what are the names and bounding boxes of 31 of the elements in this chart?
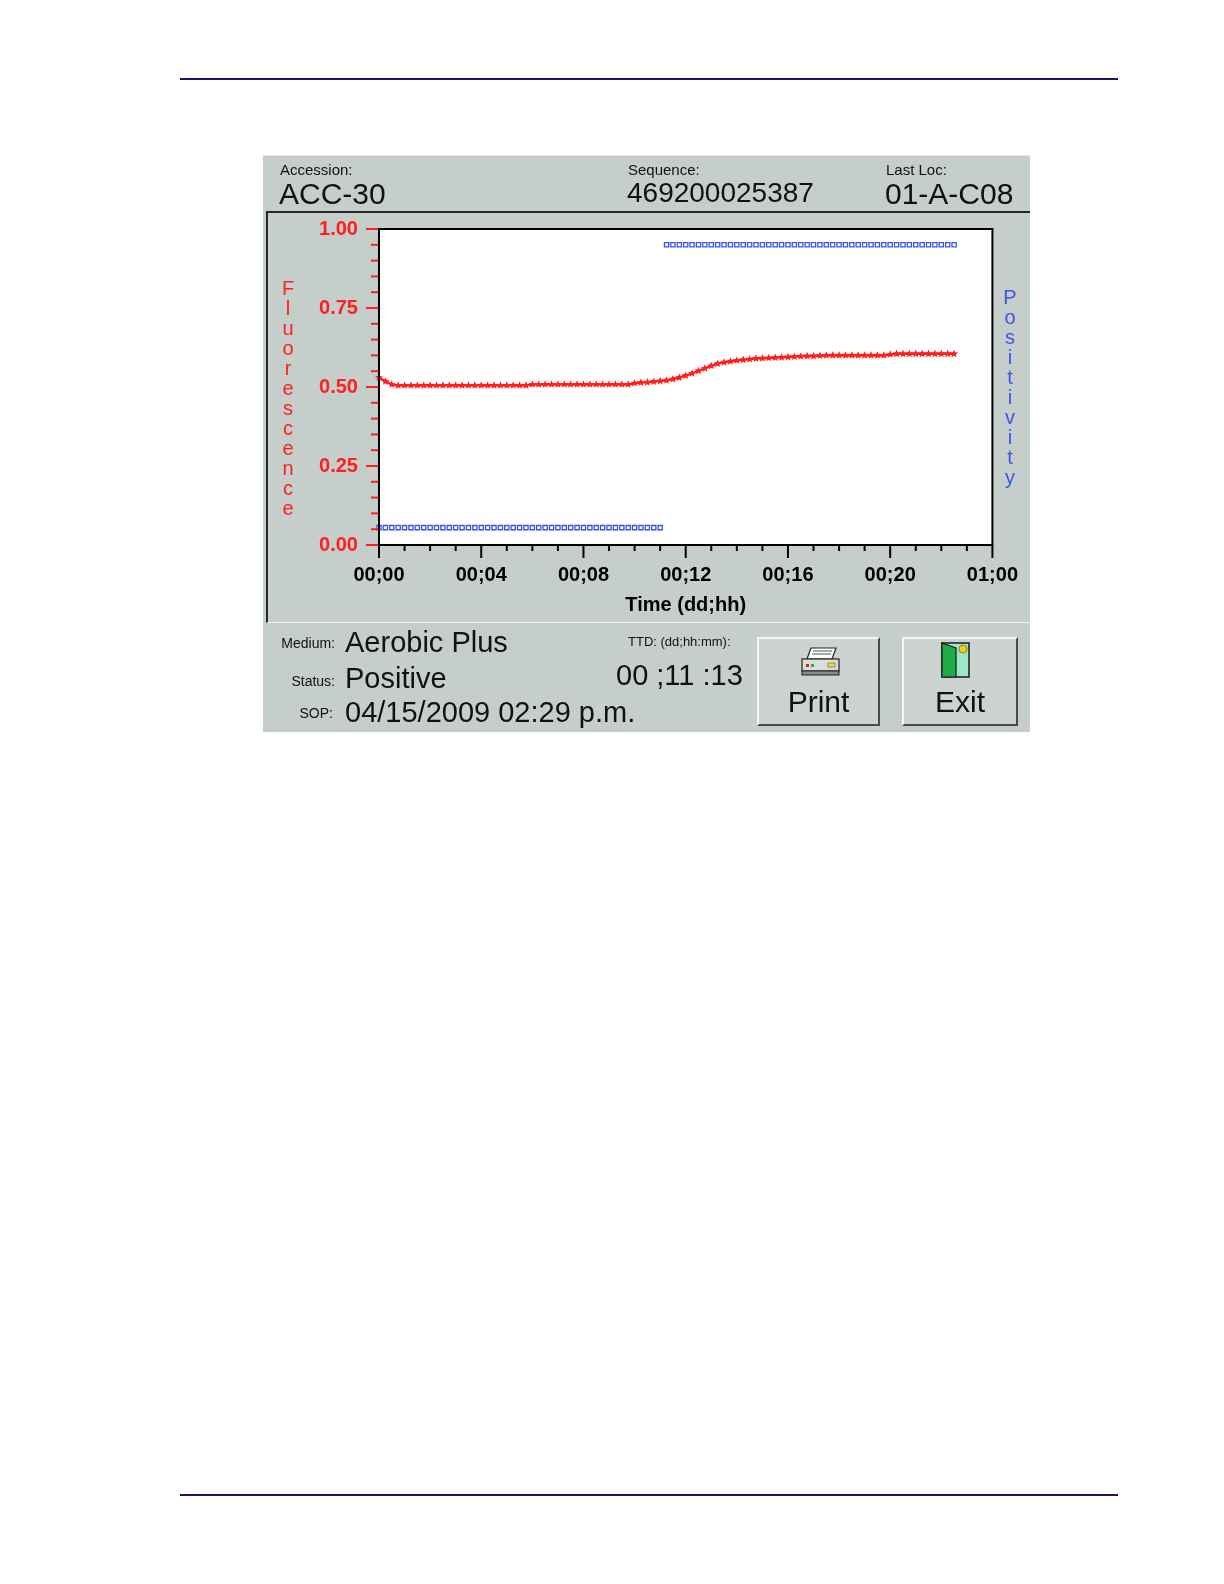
text: Aerobic Plus xyxy=(345,626,508,660)
y-axis-title: Fluorescence xyxy=(276,277,299,517)
text: Accession: xyxy=(280,161,353,179)
text: 00 ;11 :13 xyxy=(616,659,743,693)
text: 01-A-C08 xyxy=(885,177,1014,212)
text: ACC-30 xyxy=(279,177,386,212)
text: Sequence: xyxy=(628,161,700,179)
x-tick-label: 00;08 xyxy=(557,562,610,585)
x-tick-label: 00;04 xyxy=(455,562,508,585)
y-tick-label: 0.25 xyxy=(319,453,358,476)
text: Last Loc: xyxy=(886,161,947,179)
exit-button[interactable]: Exit xyxy=(902,637,1018,726)
print-button[interactable]: Print xyxy=(757,637,880,726)
x-tick-label: 00;16 xyxy=(762,562,814,585)
y-tick-label: 0.75 xyxy=(319,295,358,318)
y-tick-label: 1.00 xyxy=(319,216,358,239)
x-tick-label: 00;12 xyxy=(660,562,712,585)
text: Status: xyxy=(291,673,335,690)
text: Medium: xyxy=(281,635,335,652)
text: Positive xyxy=(345,662,447,696)
x-tick-label: 00;20 xyxy=(864,562,916,585)
text: SOP: xyxy=(299,705,333,722)
y2-axis-title: Positivity xyxy=(998,286,1021,486)
y-tick-label: 0.00 xyxy=(319,532,358,555)
x-axis-title: Time (dd;hh) xyxy=(625,592,747,615)
text: 04/15/2009 02:29 p.m. xyxy=(345,696,636,730)
x-tick-label: 01;00 xyxy=(966,562,1018,585)
x-tick-label: 00;00 xyxy=(353,562,405,585)
text: 469200025387 xyxy=(627,177,814,210)
text: TTD: (dd;hh:mm): xyxy=(628,634,731,650)
y-tick-label: 0.50 xyxy=(319,374,358,397)
